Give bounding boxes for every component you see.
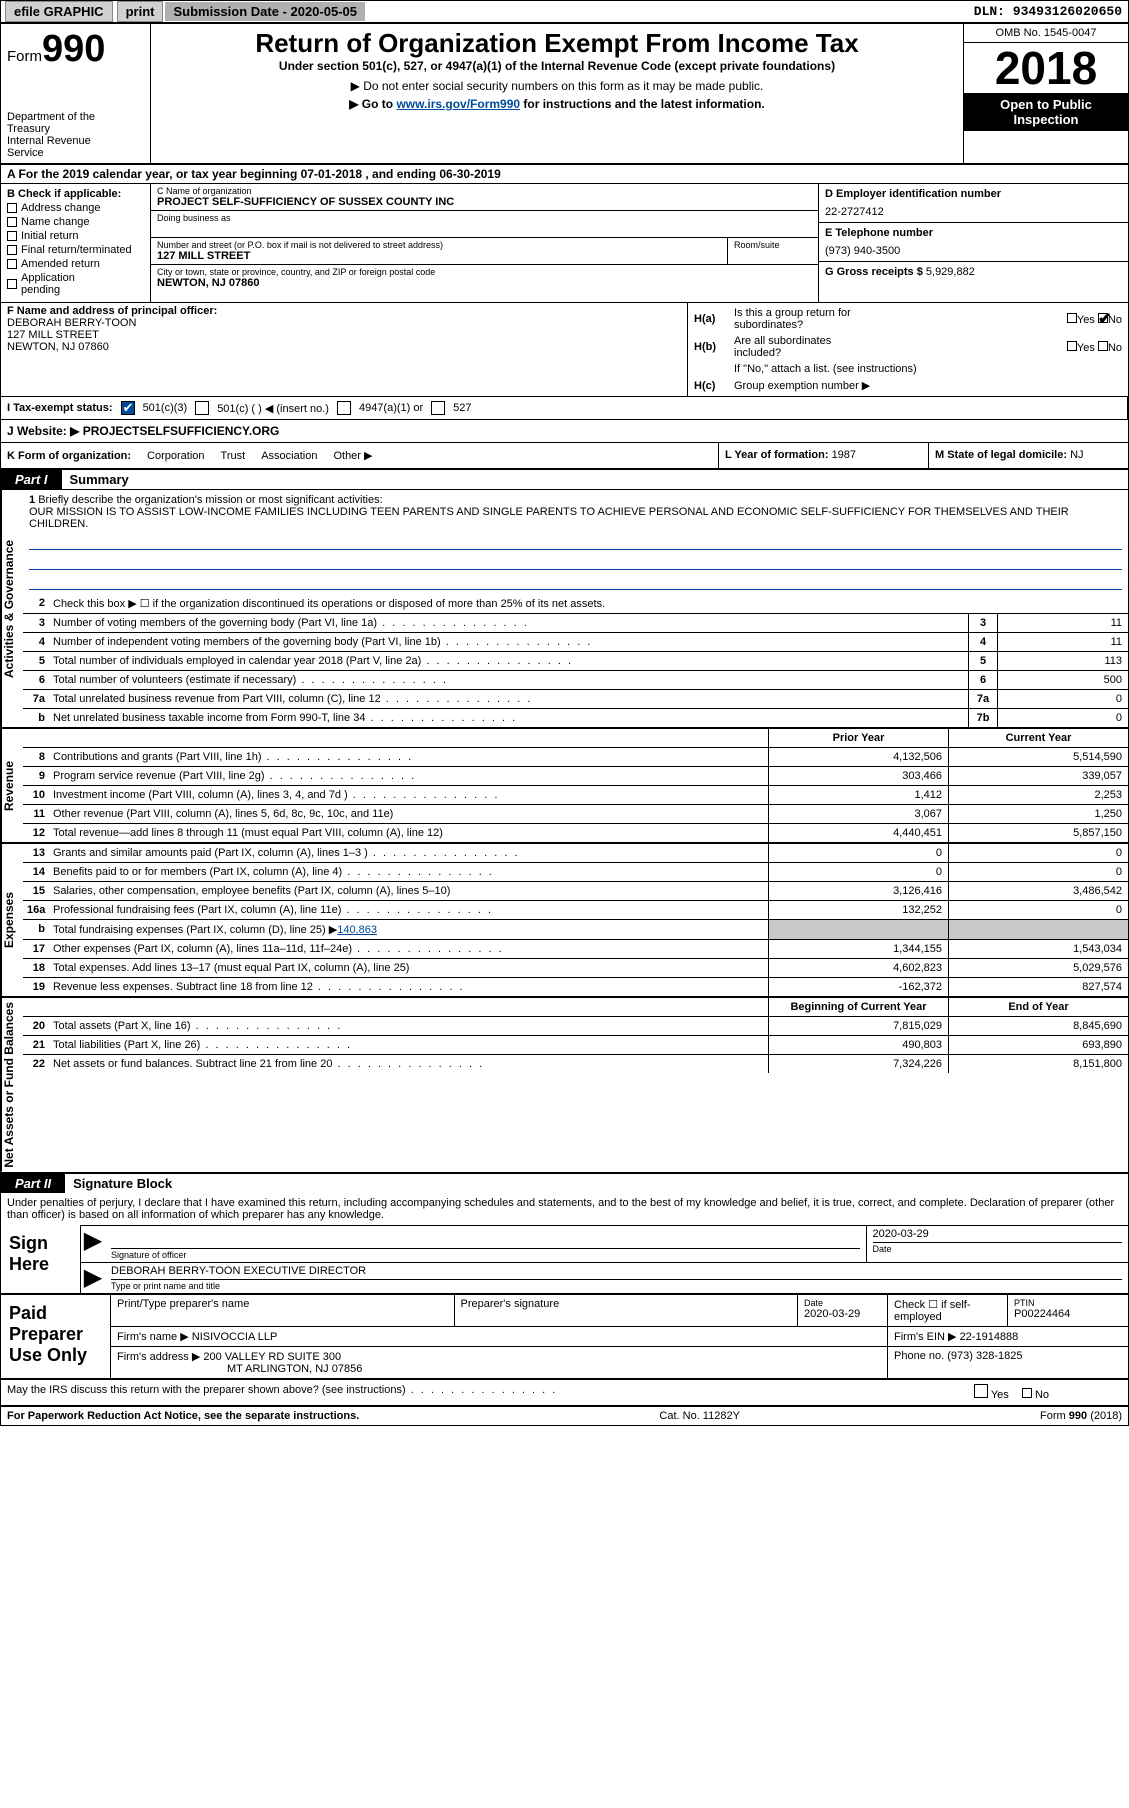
box-m: M State of legal domicile: NJ: [928, 443, 1128, 468]
section-activities: Activities & Governance 1 Briefly descri…: [1, 489, 1128, 729]
chk-4947[interactable]: [337, 401, 351, 415]
box-l: L Year of formation: 1987: [718, 443, 928, 468]
dept-treasury: Department of the Treasury Internal Reve…: [7, 111, 144, 159]
side-net: Net Assets or Fund Balances: [1, 998, 23, 1172]
part2-header: Part II Signature Block: [1, 1174, 1128, 1193]
chk-527[interactable]: [431, 401, 445, 415]
efile-label: efile GRAPHIC: [5, 1, 113, 22]
org-street: 127 MILL STREET: [157, 250, 721, 262]
line-1: 1 Briefly describe the organization's mi…: [23, 490, 1128, 594]
f-h-block: F Name and address of principal officer:…: [1, 303, 1128, 397]
discuss-row: May the IRS discuss this return with the…: [1, 1380, 1128, 1407]
tax-year: 2018: [964, 43, 1128, 93]
val-5: 113: [998, 652, 1128, 670]
val-6: 500: [998, 671, 1128, 689]
form-title: Return of Organization Exempt From Incom…: [157, 28, 957, 59]
dln: DLN: 93493126020650: [974, 4, 1128, 19]
sig-date: 2020-03-29: [873, 1228, 1123, 1240]
hb-yes[interactable]: [1067, 341, 1077, 351]
print-button[interactable]: print: [117, 1, 164, 22]
box-g: G Gross receipts $ 5,929,882: [819, 262, 1128, 282]
note-ssn: ▶ Do not enter social security numbers o…: [157, 79, 957, 93]
form-number: Form990: [7, 28, 144, 71]
ein: 22-2727412: [825, 206, 1122, 218]
irs-link[interactable]: www.irs.gov/Form990: [396, 97, 520, 111]
chk-amended[interactable]: [7, 259, 17, 269]
row-j: J Website: ▶ PROJECTSELFSUFFICIENCY.ORG: [1, 420, 1128, 443]
chk-initial[interactable]: [7, 231, 17, 241]
org-name: PROJECT SELF-SUFFICIENCY OF SUSSEX COUNT…: [157, 196, 812, 208]
top-bar: efile GRAPHIC print Submission Date - 20…: [1, 1, 1128, 24]
org-city: NEWTON, NJ 07860: [157, 277, 812, 289]
hb-no[interactable]: [1098, 341, 1108, 351]
val-4: 11: [998, 633, 1128, 651]
row-a-tax-year: A For the 2019 calendar year, or tax yea…: [1, 165, 1128, 184]
mission-text: OUR MISSION IS TO ASSIST LOW-INCOME FAMI…: [29, 506, 1069, 530]
val-7b: 0: [998, 709, 1128, 727]
chk-address[interactable]: [7, 203, 17, 213]
chk-application[interactable]: [7, 279, 17, 289]
website[interactable]: PROJECTSELFSUFFICIENCY.ORG: [83, 424, 280, 438]
officer-name: DEBORAH BERRY-TOON: [7, 317, 681, 329]
note-link: ▶ Go to www.irs.gov/Form990 for instruct…: [157, 97, 957, 111]
firm-name: NISIVOCCIA LLP: [192, 1331, 278, 1343]
row-klm: K Form of organization: Corporation Trus…: [1, 443, 1128, 470]
box-c: C Name of organization PROJECT SELF-SUFF…: [151, 184, 818, 302]
chk-501c[interactable]: [195, 401, 209, 415]
omb-number: OMB No. 1545-0047: [964, 24, 1128, 43]
perjury-declaration: Under penalties of perjury, I declare th…: [1, 1193, 1128, 1225]
box-d: D Employer identification number 22-2727…: [819, 184, 1128, 223]
section-net-assets: Net Assets or Fund Balances Beginning of…: [1, 998, 1128, 1174]
footer: For Paperwork Reduction Act Notice, see …: [1, 1407, 1128, 1425]
chk-501c3[interactable]: [121, 401, 135, 415]
form-header: Form990 Department of the Treasury Inter…: [1, 24, 1128, 165]
submission-date: Submission Date - 2020-05-05: [165, 2, 365, 21]
discuss-no[interactable]: [1022, 1388, 1032, 1398]
part1-header: Part I Summary: [1, 470, 1128, 489]
form-subtitle: Under section 501(c), 527, or 4947(a)(1)…: [157, 59, 957, 73]
chk-name[interactable]: [7, 217, 17, 227]
val-7a: 0: [998, 690, 1128, 708]
section-revenue: Revenue Prior YearCurrent Year 8Contribu…: [1, 729, 1128, 844]
box-f: F Name and address of principal officer:…: [1, 303, 688, 396]
chk-final[interactable]: [7, 245, 17, 255]
open-public: Open to PublicInspection: [964, 93, 1128, 131]
box-h: H(a) Is this a group return forsubordina…: [688, 303, 1128, 396]
phone: (973) 940-3500: [825, 245, 1122, 257]
side-revenue: Revenue: [1, 729, 23, 842]
discuss-yes[interactable]: [974, 1384, 988, 1398]
sign-here-label: Sign Here: [1, 1225, 81, 1293]
entity-block: B Check if applicable: Address change Na…: [1, 184, 1128, 303]
ha-yes[interactable]: [1067, 313, 1077, 323]
officer-name-title: DEBORAH BERRY-TOON EXECUTIVE DIRECTOR: [111, 1265, 1122, 1277]
box-e: E Telephone number (973) 940-3500: [819, 223, 1128, 262]
ha-no[interactable]: [1098, 313, 1108, 323]
row-i: I Tax-exempt status: 501(c)(3) 501(c) ( …: [1, 397, 1128, 420]
side-activities: Activities & Governance: [1, 490, 23, 727]
side-expenses: Expenses: [1, 844, 23, 996]
val-3: 11: [998, 614, 1128, 632]
box-b: B Check if applicable: Address change Na…: [1, 184, 151, 302]
signature-block: Under penalties of perjury, I declare th…: [1, 1193, 1128, 1295]
section-expenses: Expenses 13Grants and similar amounts pa…: [1, 844, 1128, 998]
paid-preparer: Paid Preparer Use Only Print/Type prepar…: [1, 1295, 1128, 1380]
